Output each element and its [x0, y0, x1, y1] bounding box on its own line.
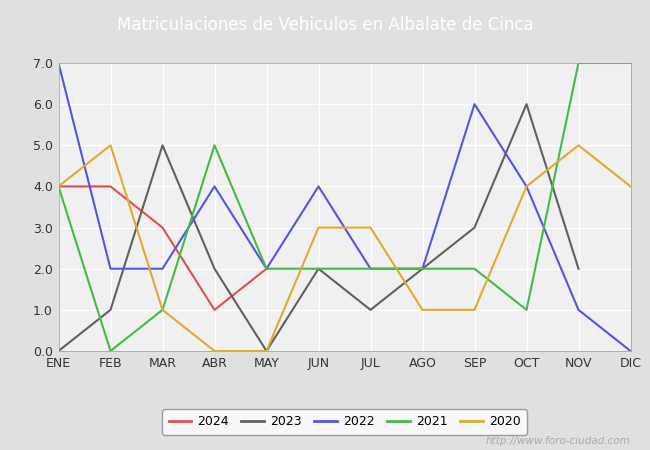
Text: Matriculaciones de Vehiculos en Albalate de Cinca: Matriculaciones de Vehiculos en Albalate…	[117, 16, 533, 34]
Legend: 2024, 2023, 2022, 2021, 2020: 2024, 2023, 2022, 2021, 2020	[162, 409, 526, 435]
Text: http://www.foro-ciudad.com: http://www.foro-ciudad.com	[486, 436, 630, 446]
